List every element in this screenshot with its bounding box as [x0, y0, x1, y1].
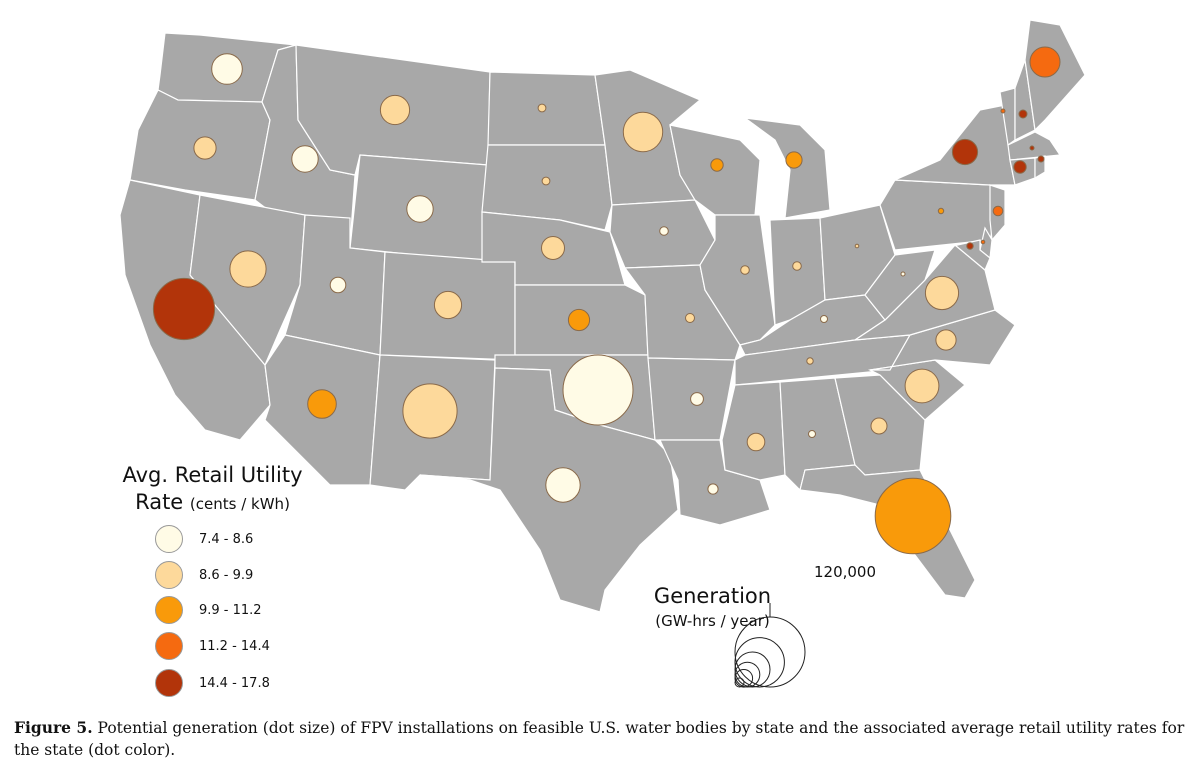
state-dot-KS	[567, 308, 591, 332]
state-dot-IA	[659, 226, 669, 236]
legend-label: 14.4 - 17.8	[199, 675, 270, 691]
state-dot-AL	[808, 430, 816, 438]
legend-label: 11.2 - 14.4	[199, 638, 270, 654]
state-WV	[864, 249, 936, 321]
state-dot-UT	[329, 276, 347, 294]
state-dot-SD	[541, 176, 551, 186]
state-PA	[879, 179, 996, 251]
state-dot-MA	[1029, 145, 1035, 151]
rate-legend-item: 8.6 - 9.9	[155, 560, 253, 590]
state-dot-MD	[966, 242, 974, 250]
legend-swatch	[155, 669, 183, 697]
state-dot-SC	[904, 368, 940, 404]
state-dot-NV	[229, 250, 267, 288]
state-dot-RI	[1037, 155, 1045, 163]
state-MS	[721, 381, 786, 481]
state-dot-NJ	[992, 205, 1004, 217]
rate-legend-item: 9.9 - 11.2	[155, 595, 262, 625]
state-dot-ME	[1029, 46, 1061, 78]
generation-size-legend	[734, 603, 806, 688]
legend-label: 9.9 - 11.2	[199, 602, 262, 618]
size-legend-circle	[734, 661, 761, 688]
state-dot-MT	[379, 94, 411, 126]
state-dot-TX	[545, 467, 581, 503]
state-dot-MI	[785, 151, 803, 169]
state-dot-NM	[402, 383, 458, 439]
state-dot-AR	[690, 392, 704, 406]
rate-legend-item: 11.2 - 14.4	[155, 631, 270, 661]
state-ME	[1024, 19, 1086, 132]
state-dot-TN	[806, 357, 814, 365]
legend-label: 8.6 - 9.9	[199, 567, 254, 583]
state-dot-IL	[740, 265, 750, 275]
state-dot-CO	[433, 290, 463, 320]
state-dot-FL	[874, 477, 952, 555]
state-ND	[487, 71, 606, 146]
generation-legend-unit: (GW-hrs / year)	[655, 612, 770, 630]
legend-swatch	[155, 596, 183, 624]
state-dot-VT	[1000, 108, 1006, 114]
state-dot-OR	[193, 136, 217, 160]
state-dot-LA	[707, 483, 719, 495]
rate-legend-title-rate: Rate	[135, 490, 184, 514]
rate-legend-item: 14.4 - 17.8	[155, 668, 270, 698]
generation-dots	[152, 46, 1061, 555]
state-dot-WV	[900, 271, 906, 277]
rate-legend-title: Avg. Retail Utility Rate (cents / kWh)	[100, 462, 325, 518]
state-dot-NE	[541, 236, 565, 260]
state-dot-KY	[820, 315, 828, 323]
legend-swatch	[155, 525, 183, 553]
legend-swatch	[155, 561, 183, 589]
size-legend-circle	[734, 677, 745, 688]
state-dot-OH	[854, 243, 860, 249]
state-dot-GA	[870, 417, 888, 435]
state-MA	[1007, 131, 1062, 161]
state-dot-OK	[562, 354, 634, 426]
state-dot-AZ	[307, 389, 337, 419]
state-dot-PA	[937, 207, 945, 215]
state-dot-DE	[980, 239, 986, 245]
state-dot-ID	[291, 145, 319, 173]
us-map	[119, 19, 1086, 688]
state-dot-MN	[622, 111, 664, 153]
state-dot-NY	[951, 138, 979, 166]
size-legend-circle	[734, 651, 771, 688]
state-MI	[742, 117, 831, 219]
legend-swatch	[155, 632, 183, 660]
generation-legend-title: Generation	[653, 584, 772, 608]
state-dot-IN	[792, 261, 802, 271]
figure-label: Figure 5.	[14, 718, 93, 737]
rate-legend-title-line2: Rate (cents / kWh)	[100, 489, 325, 518]
size-legend-circle	[734, 669, 754, 688]
rate-legend-unit: (cents / kWh)	[189, 495, 290, 513]
state-dot-CT	[1013, 160, 1027, 174]
state-dot-NH	[1018, 109, 1028, 119]
state-dot-MO	[685, 313, 695, 323]
figure-caption: Figure 5. Potential generation (dot size…	[14, 717, 1192, 761]
state-MD	[934, 239, 991, 271]
state-dot-MS	[746, 432, 766, 452]
legend-label: 7.4 - 8.6	[199, 531, 254, 547]
state-dot-CA	[152, 277, 216, 341]
state-dot-WI	[710, 158, 724, 172]
rate-legend-item: 7.4 - 8.6	[155, 524, 253, 554]
state-dot-WA	[211, 53, 243, 85]
state-LA	[659, 439, 771, 526]
caption-text: Potential generation (dot size) of FPV i…	[14, 719, 1185, 759]
state-dot-NC	[935, 329, 957, 351]
generation-legend-max-label: 120,000	[813, 563, 877, 581]
size-legend-circle	[734, 637, 785, 688]
state-dot-VA	[924, 275, 960, 311]
rate-legend-title-line1: Avg. Retail Utility	[122, 463, 303, 487]
state-dot-ND	[537, 103, 547, 113]
state-dot-WY	[406, 195, 434, 223]
